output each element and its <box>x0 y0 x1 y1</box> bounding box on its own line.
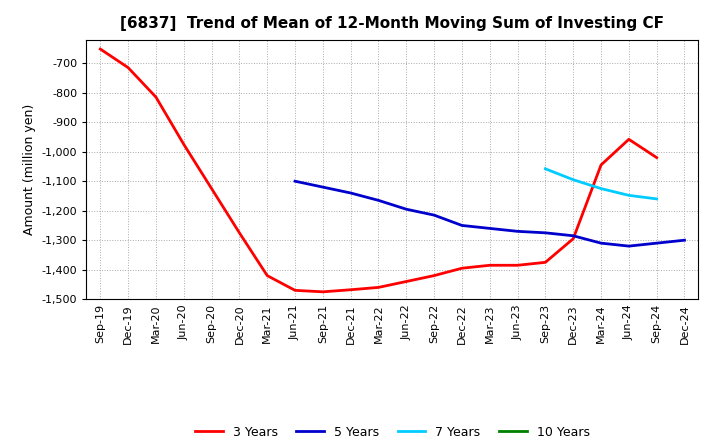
7 Years <box>569 177 577 182</box>
3 Years <box>513 263 522 268</box>
5 Years <box>597 241 606 246</box>
3 Years <box>179 142 188 147</box>
7 Years <box>597 186 606 191</box>
3 Years <box>346 287 355 293</box>
5 Years <box>318 184 327 190</box>
3 Years <box>458 266 467 271</box>
Y-axis label: Amount (million yen): Amount (million yen) <box>23 104 36 235</box>
5 Years <box>513 229 522 234</box>
3 Years <box>96 46 104 51</box>
3 Years <box>235 230 243 235</box>
5 Years <box>485 226 494 231</box>
3 Years <box>374 285 383 290</box>
5 Years <box>680 238 689 243</box>
5 Years <box>541 230 550 235</box>
7 Years <box>652 196 661 202</box>
5 Years <box>374 198 383 203</box>
3 Years <box>652 155 661 160</box>
Legend: 3 Years, 5 Years, 7 Years, 10 Years: 3 Years, 5 Years, 7 Years, 10 Years <box>190 421 595 440</box>
3 Years <box>207 186 216 191</box>
3 Years <box>152 95 161 100</box>
7 Years <box>624 193 633 198</box>
Line: 3 Years: 3 Years <box>100 49 657 292</box>
5 Years <box>624 243 633 249</box>
Title: [6837]  Trend of Mean of 12-Month Moving Sum of Investing CF: [6837] Trend of Mean of 12-Month Moving … <box>120 16 665 32</box>
3 Years <box>263 273 271 278</box>
3 Years <box>124 65 132 70</box>
5 Years <box>652 241 661 246</box>
5 Years <box>458 223 467 228</box>
Line: 5 Years: 5 Years <box>295 181 685 246</box>
5 Years <box>291 179 300 184</box>
3 Years <box>291 288 300 293</box>
3 Years <box>402 279 410 284</box>
3 Years <box>597 162 606 168</box>
5 Years <box>346 191 355 196</box>
3 Years <box>430 273 438 278</box>
5 Years <box>402 207 410 212</box>
5 Years <box>430 213 438 218</box>
Line: 7 Years: 7 Years <box>546 169 657 199</box>
7 Years <box>541 166 550 172</box>
5 Years <box>569 233 577 238</box>
3 Years <box>569 236 577 242</box>
3 Years <box>485 263 494 268</box>
3 Years <box>541 260 550 265</box>
3 Years <box>624 137 633 142</box>
3 Years <box>318 289 327 294</box>
